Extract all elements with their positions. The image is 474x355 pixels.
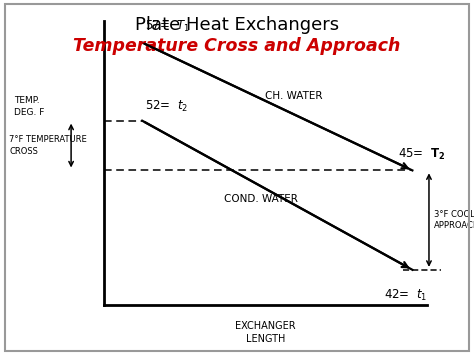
Text: Temperature Cross and Approach: Temperature Cross and Approach <box>73 37 401 55</box>
Text: CH. WATER: CH. WATER <box>265 91 323 101</box>
Text: 45=  $\mathbf{T_2}$: 45= $\mathbf{T_2}$ <box>398 146 446 162</box>
Text: 7°F TEMPERATURE
CROSS: 7°F TEMPERATURE CROSS <box>9 136 87 155</box>
Text: 42=  $t_1$: 42= $t_1$ <box>384 288 427 303</box>
Text: 52=  $t_2$: 52= $t_2$ <box>145 98 188 114</box>
Text: 57=  $T_1$: 57= $T_1$ <box>145 18 190 34</box>
Text: EXCHANGER
LENGTH: EXCHANGER LENGTH <box>235 321 296 344</box>
Text: TEMP.
DEG. F: TEMP. DEG. F <box>14 96 45 117</box>
Text: COND. WATER: COND. WATER <box>224 194 298 204</box>
Text: Plate Heat Exchangers: Plate Heat Exchangers <box>135 16 339 34</box>
Text: 3°F COOLING
APPROACH: 3°F COOLING APPROACH <box>434 210 474 230</box>
